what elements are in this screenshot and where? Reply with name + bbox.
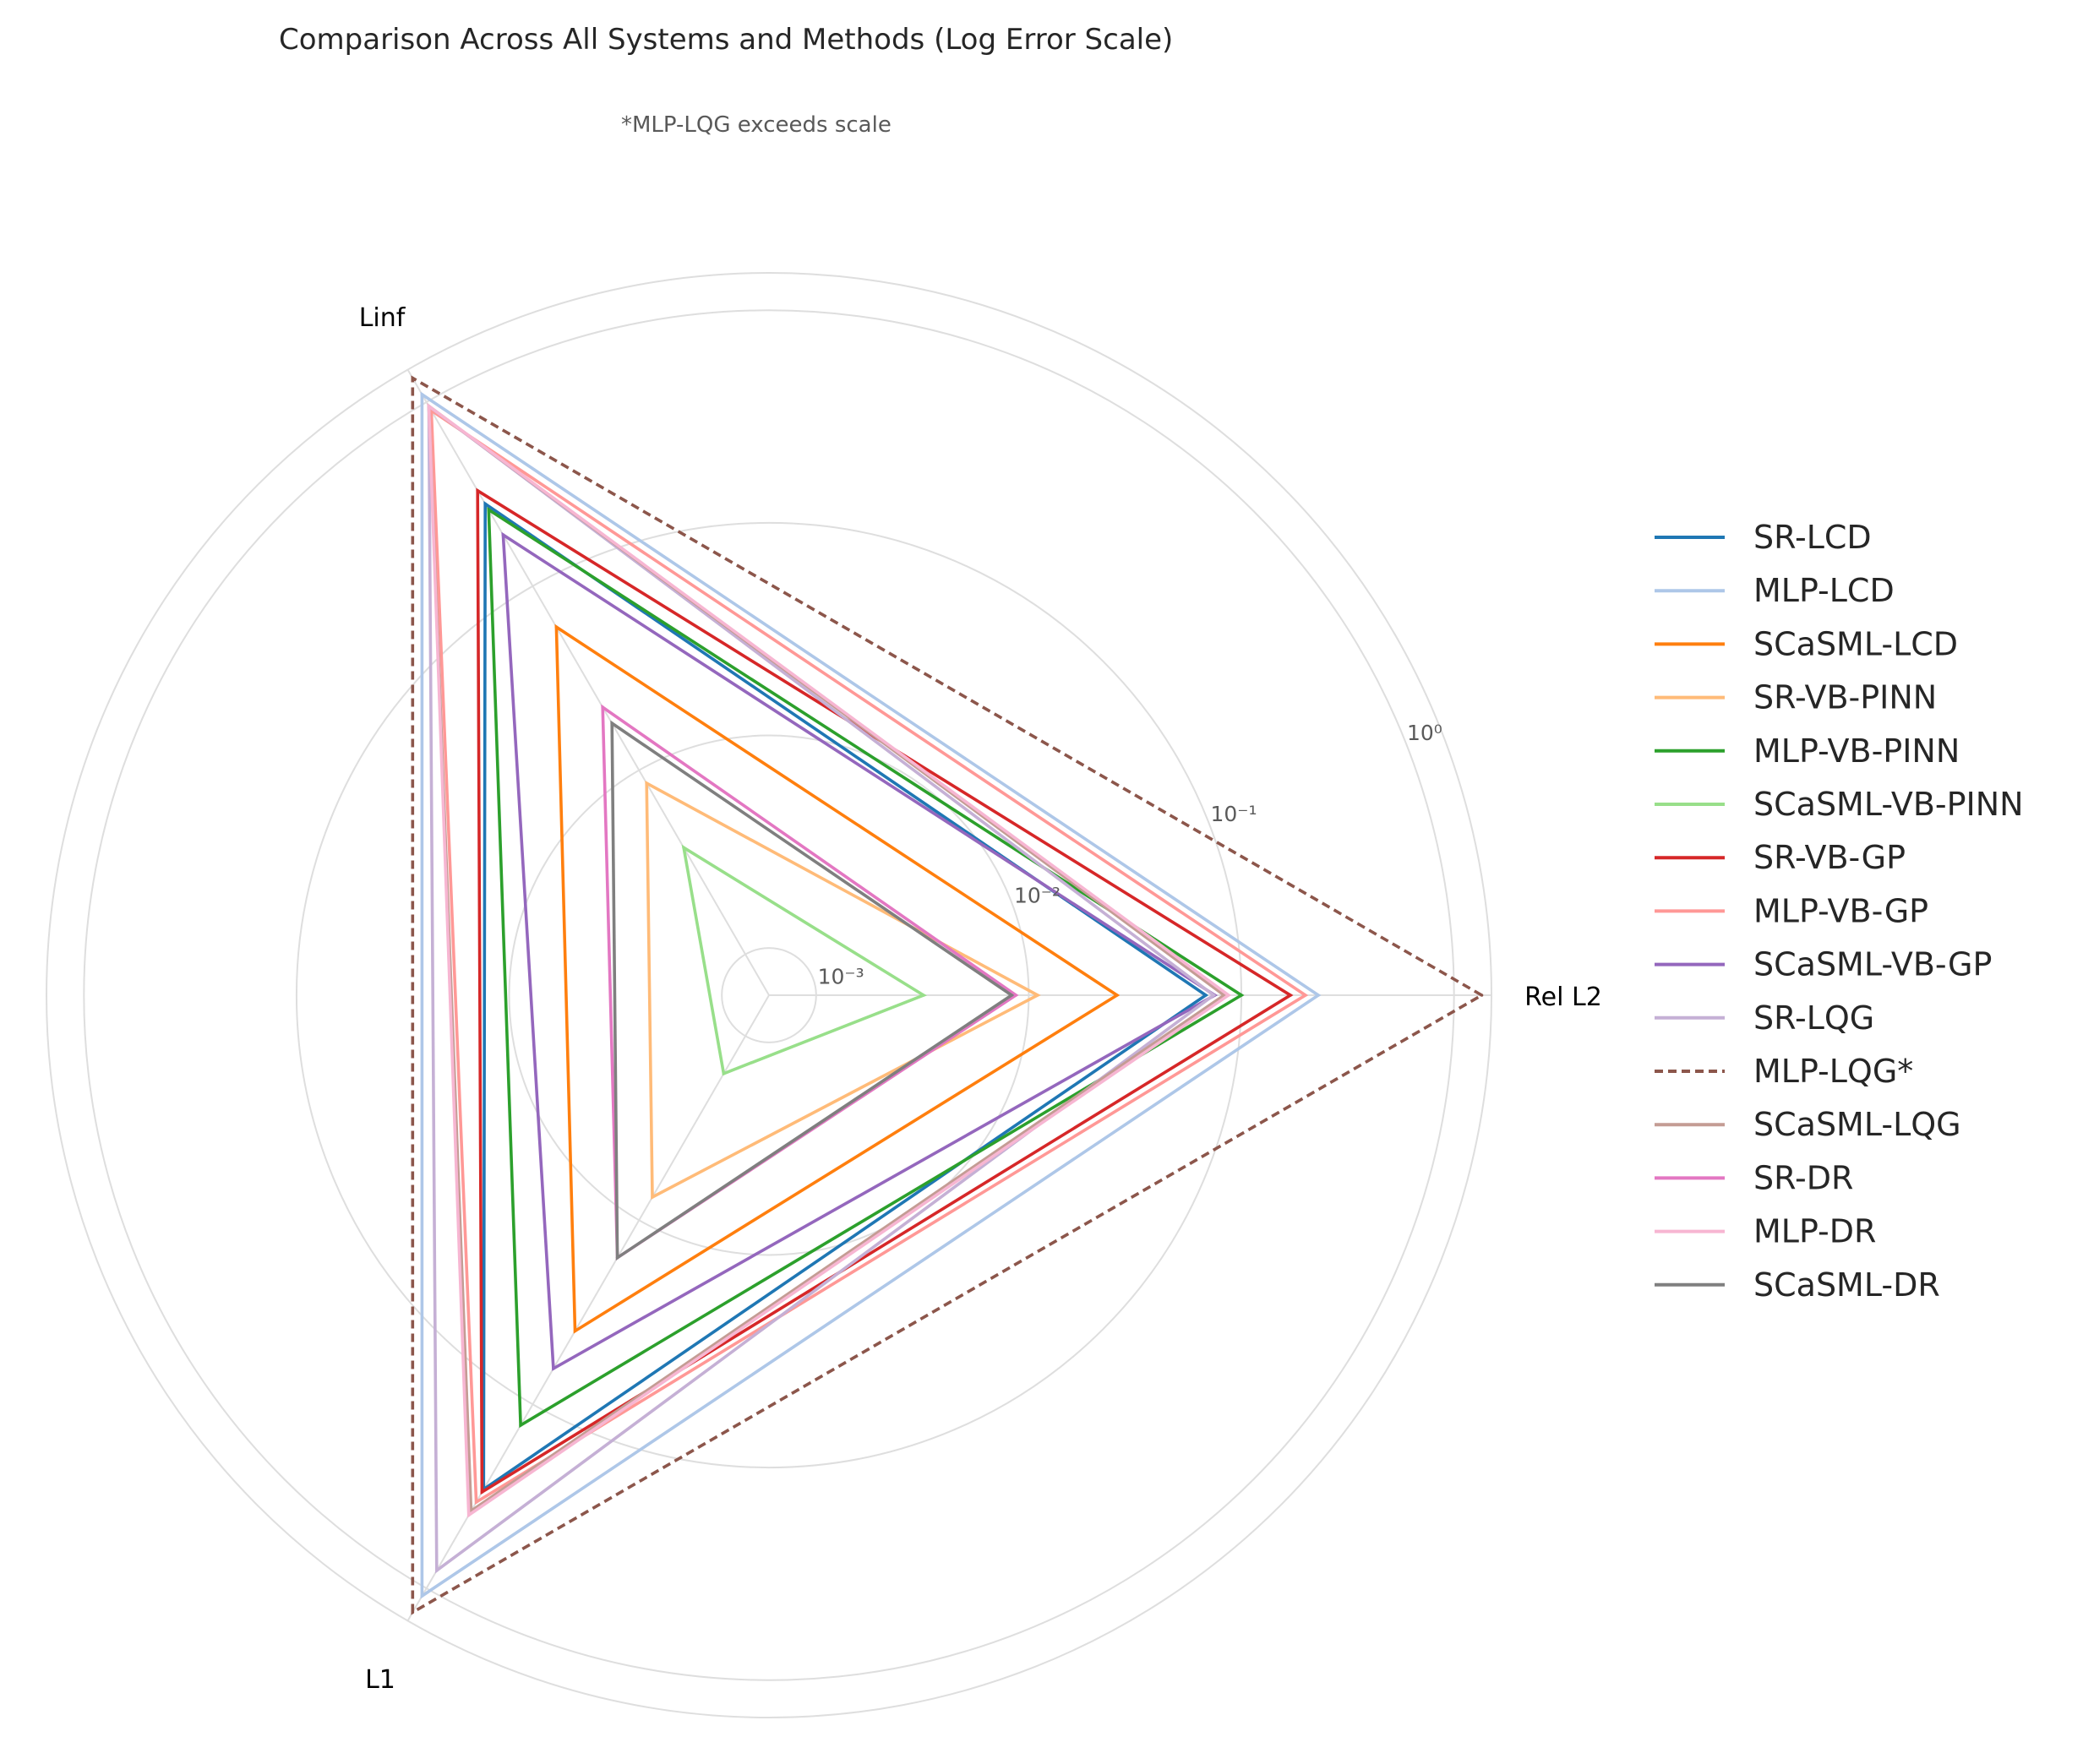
data-point: [420, 1594, 424, 1598]
series-scasml-lcd: [554, 623, 1121, 1334]
data-point: [651, 1195, 654, 1199]
legend-entry: MLP-LQG*: [1753, 1053, 1913, 1090]
data-point: [1304, 994, 1307, 997]
data-point: [573, 1329, 577, 1333]
legend: SR-LCD MLP-LCD SCaSML-LCD SR-VB-PINN MLP-VB-…: [1655, 519, 2024, 1304]
legend-entry: SCaSML-VB-GP: [1753, 946, 1992, 983]
data-point: [501, 533, 505, 536]
legend-entry: SR-VB-PINN: [1753, 679, 1937, 716]
series-mlp-lcd: [420, 391, 1322, 1599]
data-point: [1115, 994, 1119, 997]
tick-label-0: 10⁻³: [818, 965, 864, 989]
data-point: [1036, 994, 1039, 997]
legend-entry: MLP-VB-PINN: [1753, 732, 1960, 770]
tick-label-2: 10⁻¹: [1211, 802, 1257, 826]
data-point: [722, 1072, 726, 1075]
legend-entry: SR-LCD: [1753, 519, 1872, 556]
series-scasml-vb-gp: [501, 531, 1219, 1371]
legend-entry: SR-LQG: [1753, 999, 1874, 1037]
data-point: [1289, 994, 1292, 997]
legend-entry: SCaSML-LCD: [1753, 625, 1958, 662]
series-mlp-vb-pinn: [487, 507, 1245, 1429]
legend-entry: SCaSML-VB-PINN: [1753, 786, 2024, 823]
data-point: [1204, 994, 1208, 997]
series-mlp-vb-gp: [429, 407, 1309, 1505]
data-point: [1240, 994, 1243, 997]
chart-subtitle: *MLP-LQG exceeds scale: [621, 112, 892, 138]
legend-entry: MLP-DR: [1753, 1213, 1876, 1250]
chart-title: Comparison Across All Systems and Method…: [279, 23, 1173, 57]
series-mlp-lqg-: [411, 375, 1486, 1615]
series-sr-lqg: [427, 403, 1217, 1574]
legend-entry: SCaSML-DR: [1753, 1266, 1940, 1304]
series-sr-lcd: [482, 500, 1209, 1493]
tick-label-1: 10⁻²: [1014, 883, 1061, 907]
series-scasml-dr: [610, 720, 1015, 1261]
data-point: [411, 376, 415, 380]
axis-spokes: [406, 369, 1491, 1621]
data-point: [483, 502, 487, 506]
data-point: [476, 489, 479, 493]
data-point: [435, 1569, 439, 1572]
legend-entry: SR-DR: [1753, 1159, 1853, 1196]
axis-label-0: Rel L2: [1524, 983, 1602, 1012]
data-point: [420, 393, 424, 396]
axis-label-2: L1: [365, 1665, 395, 1695]
data-point: [554, 625, 559, 629]
series-scasml-vb-pinn: [681, 844, 927, 1076]
legend-entry: SR-VB-GP: [1753, 839, 1906, 876]
legend-entry: MLP-VB-GP: [1753, 892, 1928, 929]
data-point: [1227, 994, 1230, 997]
data-point: [1014, 994, 1017, 997]
axis-spoke-1: [406, 369, 770, 996]
legend-entry: MLP-LCD: [1753, 572, 1895, 609]
tick-label-3: 10⁰: [1407, 721, 1442, 745]
series-polygons: [411, 375, 1486, 1615]
data-point: [1212, 994, 1215, 997]
data-point: [487, 508, 491, 512]
data-point: [922, 994, 925, 997]
data-point: [645, 781, 648, 785]
data-point: [1480, 994, 1484, 997]
data-point: [411, 1610, 415, 1614]
data-point: [519, 1424, 522, 1427]
data-point: [1317, 994, 1320, 997]
series-scasml-lqg: [427, 403, 1227, 1514]
legend-entry: SCaSML-LQG: [1753, 1106, 1961, 1143]
axis-labels: Rel L2 Linf L1: [359, 303, 1602, 1695]
data-point: [474, 1500, 478, 1504]
data-point: [610, 721, 613, 725]
data-point: [615, 1255, 619, 1260]
data-point: [480, 1490, 484, 1494]
data-point: [552, 1367, 555, 1370]
data-point: [601, 705, 604, 709]
data-point: [1010, 994, 1013, 997]
axis-label-1: Linf: [359, 303, 406, 333]
series-sr-vb-pinn: [645, 781, 1041, 1200]
data-point: [466, 1513, 471, 1517]
radial-tick-labels: 10⁻³ 10⁻² 10⁻¹ 10⁰: [818, 721, 1442, 989]
data-point: [682, 846, 685, 850]
data-point: [427, 405, 431, 408]
series-mlp-dr: [427, 403, 1231, 1518]
